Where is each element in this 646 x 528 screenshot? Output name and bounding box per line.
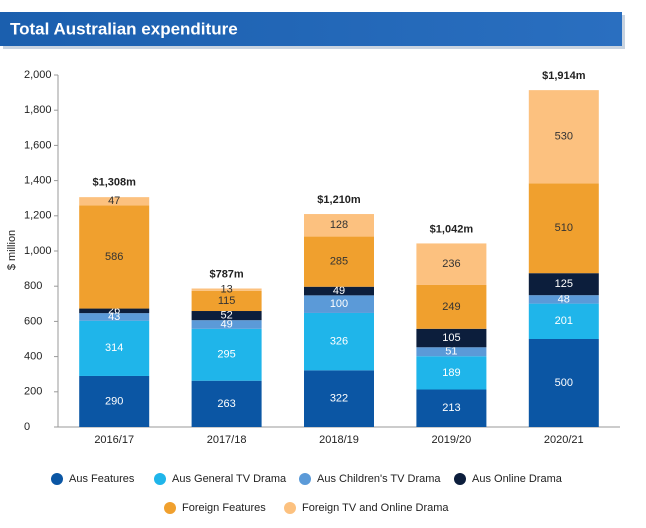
bar-segment (191, 288, 262, 291)
legend-swatch (164, 502, 176, 514)
bar-segment (304, 370, 374, 427)
legend-label: Foreign TV and Online Drama (302, 502, 449, 514)
value-label: 314 (105, 342, 123, 354)
x-tick-label: 2017/18 (207, 434, 247, 446)
legend-label: Aus Children's TV Drama (317, 473, 441, 485)
legend-label: Aus Online Drama (472, 473, 563, 485)
value-label: 43 (108, 311, 120, 323)
bar-segment (304, 295, 374, 313)
bar-segment (528, 273, 599, 296)
value-label: 52 (220, 309, 232, 321)
value-label: 189 (442, 367, 460, 379)
bar-segment (191, 320, 262, 329)
x-tick-label: 2018/19 (319, 434, 359, 446)
bar-segment (79, 197, 150, 206)
value-label: 326 (330, 336, 348, 348)
bar-segment (528, 295, 599, 304)
bar-segment (416, 347, 487, 357)
bar-segment (528, 303, 599, 339)
value-label: 236 (442, 258, 460, 270)
bar-segment (528, 339, 599, 427)
bar-segment (79, 313, 150, 321)
value-label: 115 (218, 295, 236, 307)
legend-swatch (454, 473, 466, 485)
value-label: 105 (442, 332, 460, 344)
value-label: 290 (105, 395, 123, 407)
bar-segment (416, 284, 487, 329)
bar-segment (79, 320, 150, 376)
x-tick-label: 2016/17 (94, 434, 134, 446)
value-label: 125 (555, 278, 573, 290)
value-label: 530 (555, 131, 573, 143)
value-label: 47 (108, 195, 120, 207)
bar-segment (416, 356, 487, 390)
bar-segment (191, 311, 262, 321)
total-label: $787m (209, 268, 243, 280)
legend-swatch (51, 473, 63, 485)
value-label: 13 (220, 284, 232, 296)
value-label: 500 (555, 377, 573, 389)
y-tick-label: 2,000 (24, 69, 52, 81)
value-label: 510 (555, 222, 573, 234)
chart-title: Total Australian expenditure (10, 19, 238, 38)
x-tick-label: 2019/20 (432, 434, 472, 446)
legend-swatch (284, 502, 296, 514)
total-label: $1,042m (430, 224, 474, 236)
y-tick-label: 1,000 (24, 245, 52, 257)
value-label: 48 (558, 293, 570, 305)
total-label: $1,914m (542, 70, 586, 82)
y-tick-label: 1,200 (24, 210, 52, 222)
value-label: 49 (220, 318, 232, 330)
y-tick-label: 1,400 (24, 175, 52, 187)
legend-label: Aus General TV Drama (172, 473, 287, 485)
y-axis-label: $ million (6, 230, 18, 270)
y-tick-label: 600 (24, 315, 42, 327)
value-label: 128 (330, 219, 348, 231)
value-label: 100 (330, 298, 348, 310)
bar-segment (191, 380, 262, 427)
x-tick-label: 2020/21 (544, 434, 584, 446)
legend-swatch (154, 473, 166, 485)
bar-segment (79, 375, 150, 427)
bar-segment (528, 183, 599, 274)
value-label: 213 (442, 402, 460, 414)
banner (0, 12, 622, 46)
bar-segment (79, 205, 150, 309)
value-label: 263 (217, 398, 235, 410)
legend-swatch (299, 473, 311, 485)
legend-label: Foreign Features (182, 502, 266, 514)
bar-segment (304, 236, 374, 287)
bar-segment (304, 312, 374, 371)
bar-segment (304, 286, 374, 296)
legend-label: Aus Features (69, 473, 135, 485)
bar-segment (416, 328, 487, 348)
y-tick-label: 0 (24, 421, 30, 433)
total-label: $1,308m (92, 177, 136, 189)
value-label: 322 (330, 393, 348, 405)
value-label: 295 (217, 349, 235, 361)
bar-segment (416, 243, 487, 285)
value-label: 201 (555, 315, 573, 327)
bar-segment (416, 389, 487, 427)
bar-segment (79, 308, 150, 314)
y-tick-label: 1,600 (24, 139, 52, 151)
bar-segment (304, 214, 374, 237)
y-tick-label: 800 (24, 280, 42, 292)
value-label: 285 (330, 256, 348, 268)
y-tick-label: 200 (24, 386, 42, 398)
y-tick-label: 1,800 (24, 104, 52, 116)
value-label: 586 (105, 251, 123, 263)
value-label: 249 (442, 301, 460, 313)
bar-segment (528, 90, 599, 184)
value-label: 49 (333, 285, 345, 297)
value-label: 51 (445, 346, 457, 358)
total-label: $1,210m (317, 194, 361, 206)
bar-segment (191, 290, 262, 312)
y-tick-label: 400 (24, 351, 42, 363)
bar-segment (191, 328, 262, 381)
